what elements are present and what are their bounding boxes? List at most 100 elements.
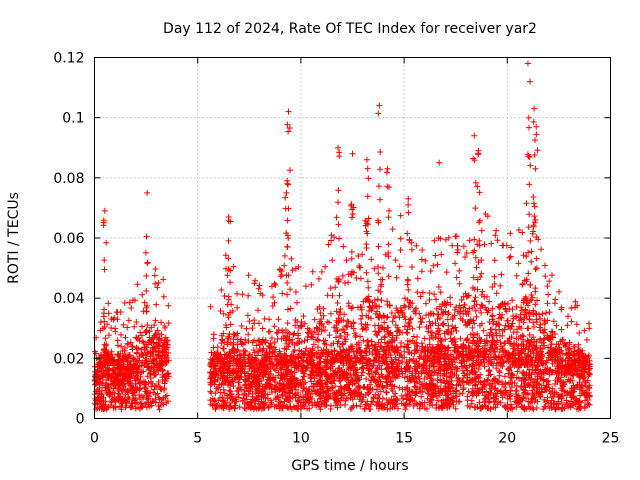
- data-point: [266, 316, 273, 323]
- data-point: [576, 329, 583, 336]
- data-point: [538, 374, 545, 381]
- data-point: [387, 405, 394, 412]
- data-point: [570, 382, 577, 389]
- data-point: [496, 311, 503, 318]
- data-point: [288, 406, 295, 413]
- data-point: [331, 234, 338, 241]
- data-point: [100, 313, 107, 320]
- data-point: [113, 395, 120, 402]
- data-point: [373, 303, 380, 310]
- data-point: [275, 316, 282, 323]
- data-point: [336, 153, 343, 160]
- data-point: [274, 329, 281, 336]
- data-point: [353, 274, 360, 281]
- data-point: [244, 312, 251, 319]
- data-point: [348, 214, 355, 221]
- data-point: [160, 276, 167, 283]
- data-point: [443, 400, 450, 407]
- data-point: [119, 387, 126, 394]
- data-point: [336, 365, 343, 372]
- data-point: [524, 60, 531, 67]
- data-point: [458, 363, 465, 370]
- data-point: [556, 288, 563, 295]
- data-point: [539, 310, 546, 317]
- data-point: [460, 243, 467, 250]
- data-point: [383, 360, 390, 367]
- data-point: [142, 249, 149, 256]
- data-point: [377, 196, 384, 203]
- data-point: [336, 235, 343, 242]
- data-point: [565, 376, 572, 383]
- data-point: [453, 327, 460, 334]
- data-point: [375, 263, 382, 270]
- data-point: [560, 383, 567, 390]
- data-point: [303, 345, 310, 352]
- data-point: [163, 392, 170, 399]
- data-point: [311, 387, 318, 394]
- data-point: [506, 351, 513, 358]
- data-point: [377, 149, 384, 156]
- data-point: [381, 319, 388, 326]
- data-point: [434, 316, 441, 323]
- data-point: [410, 403, 417, 410]
- data-point: [392, 390, 399, 397]
- data-point: [437, 315, 444, 322]
- data-point: [510, 329, 517, 336]
- data-point: [154, 284, 161, 291]
- data-point: [384, 298, 391, 305]
- data-point: [417, 388, 424, 395]
- data-point: [491, 273, 498, 280]
- data-point: [139, 291, 146, 298]
- data-point: [523, 253, 530, 260]
- data-point: [320, 347, 327, 354]
- data-point: [290, 331, 297, 338]
- data-point: [416, 324, 423, 331]
- data-point: [469, 389, 476, 396]
- data-point: [385, 214, 392, 221]
- data-point: [431, 291, 438, 298]
- data-point: [545, 381, 552, 388]
- data-point: [361, 384, 368, 391]
- data-point: [455, 308, 462, 315]
- data-point: [256, 337, 263, 344]
- data-point: [106, 393, 113, 400]
- data-point: [257, 290, 264, 297]
- data-point: [460, 384, 467, 391]
- data-point: [531, 398, 538, 405]
- data-point: [452, 260, 459, 267]
- data-point: [464, 397, 471, 404]
- data-point: [542, 262, 549, 269]
- data-point: [572, 298, 579, 305]
- data-point: [104, 321, 111, 328]
- data-point: [226, 387, 233, 394]
- data-point: [155, 383, 162, 390]
- data-point: [418, 345, 425, 352]
- data-point: [472, 254, 479, 261]
- data-point: [116, 403, 123, 410]
- data-point: [497, 282, 504, 289]
- data-point: [237, 373, 244, 380]
- data-point: [394, 397, 401, 404]
- data-point: [369, 350, 376, 357]
- data-point: [113, 309, 120, 316]
- data-point: [433, 296, 440, 303]
- data-point: [284, 279, 291, 286]
- data-point: [469, 391, 476, 398]
- data-point: [401, 302, 408, 309]
- data-point: [346, 385, 353, 392]
- data-point: [165, 302, 172, 309]
- data-point: [457, 335, 464, 342]
- data-point: [125, 353, 132, 360]
- data-point: [487, 344, 494, 351]
- data-point: [247, 388, 254, 395]
- data-point: [563, 397, 570, 404]
- data-point: [439, 320, 446, 327]
- data-point: [234, 388, 241, 395]
- data-point: [384, 313, 391, 320]
- data-point: [412, 392, 419, 399]
- data-point: [233, 393, 240, 400]
- data-point: [383, 389, 390, 396]
- data-point: [460, 370, 467, 377]
- data-point: [322, 327, 329, 334]
- data-point: [392, 257, 399, 264]
